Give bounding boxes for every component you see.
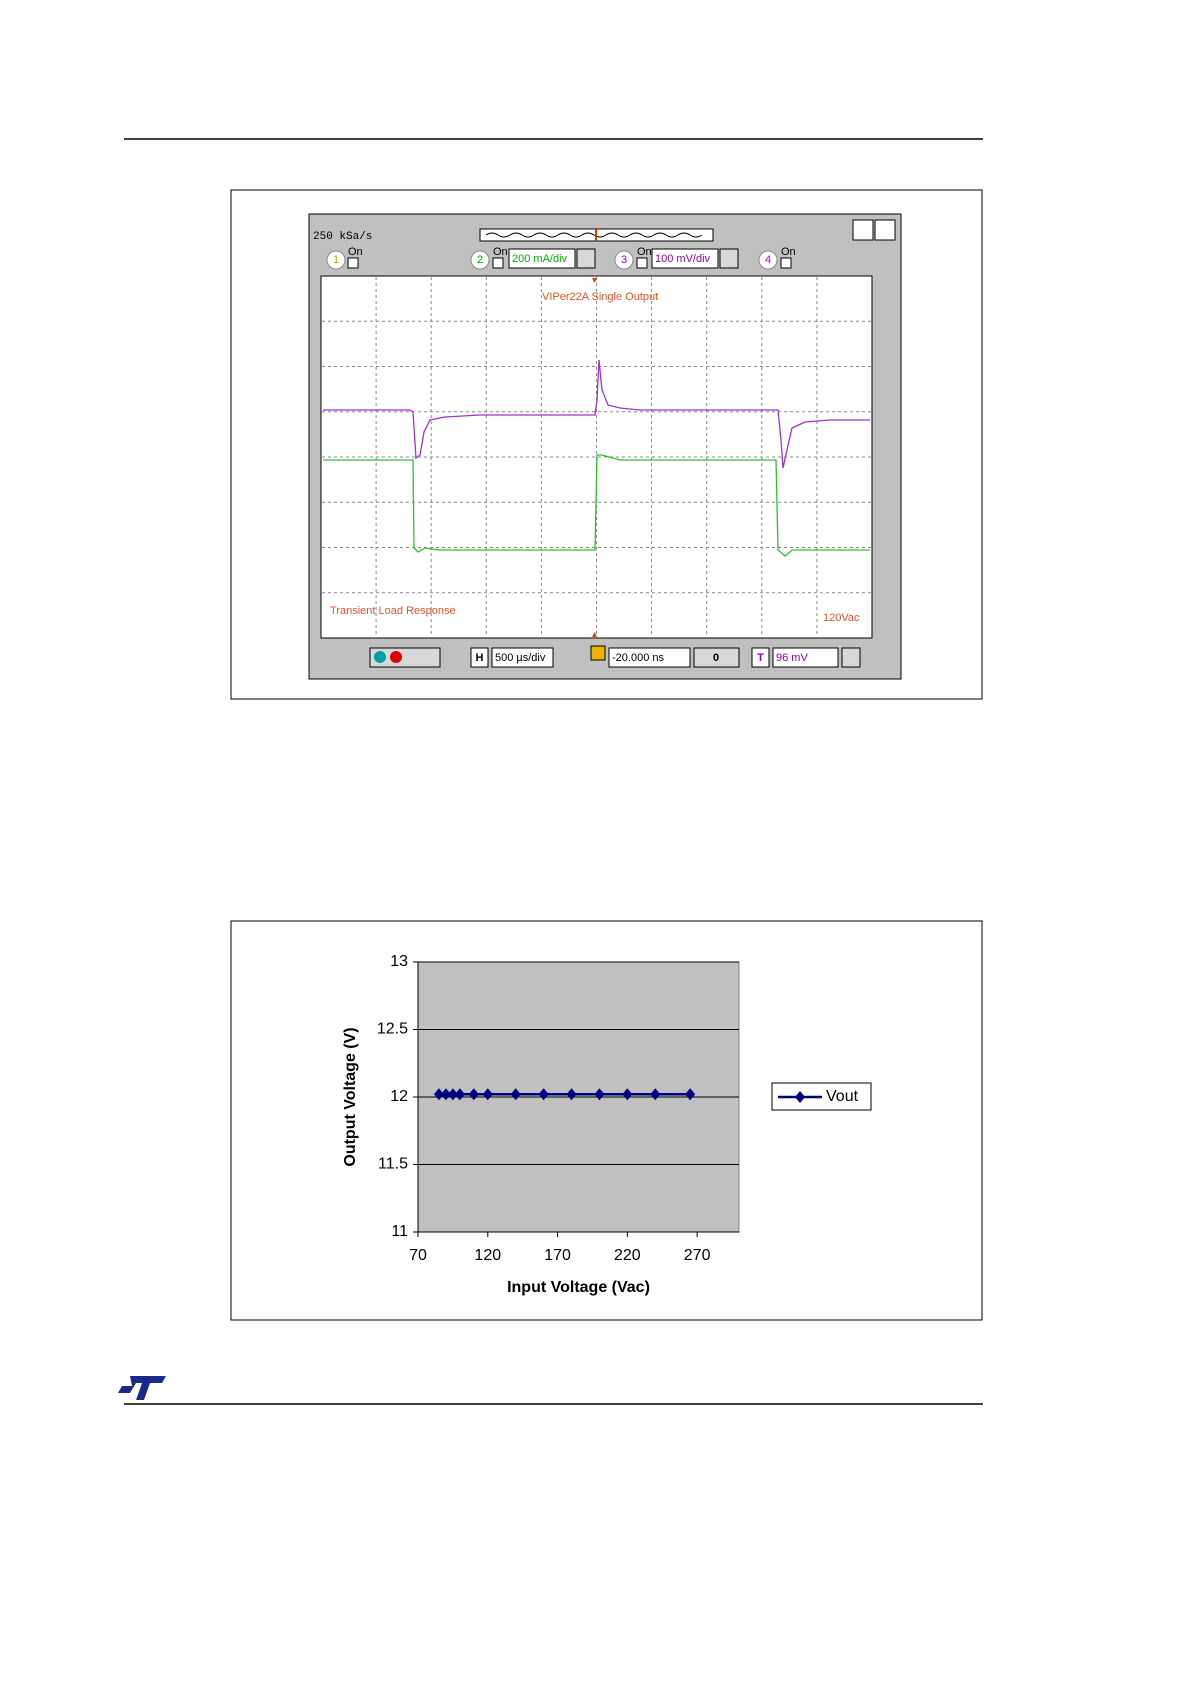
figure-frame [230,189,983,700]
trace-current [323,454,870,557]
coupling-button[interactable] [719,248,739,269]
marker [510,1088,521,1101]
y-tick-label: 13 [390,953,408,970]
channel-number: 2 [477,254,483,266]
channel-number: 3 [621,254,627,266]
coupling-button[interactable] [576,248,596,269]
channel-1-badge [326,250,346,270]
timebase-label: H [476,652,484,664]
marker [454,1088,465,1101]
trigger-level: 96 mV [776,652,808,664]
channel-checkbox[interactable] [780,257,792,269]
channel-row: 1 On 2 On 200 mA/div 3 On 100 mV/div 4 O… [326,246,796,270]
chart: 11 11.5 12 12.5 13 70 120 170 220 270 Input Voltag… [342,953,872,1296]
stop-button[interactable] [390,651,402,663]
pulse-button[interactable] [852,219,874,241]
trigger-spinner[interactable] [841,647,861,668]
scope-input: 120Vac [823,612,860,624]
x-tick-label: 170 [544,1247,571,1264]
channel-number: 4 [765,254,771,266]
channel-3-badge [614,250,634,270]
record-preview [485,232,703,238]
x-tick-label: 270 [684,1247,711,1264]
trigger-button[interactable] [751,647,770,668]
marker [440,1088,451,1101]
timebase: 500 µs/div [495,652,546,664]
hand-button[interactable] [874,219,896,241]
marker [685,1088,696,1101]
x-axis-title: Input Voltage (Vac) [507,1279,650,1296]
channel-checkbox[interactable] [636,257,648,269]
figure-frame [230,920,983,1321]
marker [482,1088,493,1101]
channel-scale: 100 mV/div [655,253,711,265]
y-axis-title: Output Voltage (V) [342,1027,359,1166]
x-tick-label: 220 [614,1247,641,1264]
x-tick-label: 120 [474,1247,501,1264]
scale-box[interactable] [508,248,576,269]
trace-voltage [323,359,870,469]
marker [468,1088,479,1101]
timebase-box[interactable] [491,647,554,668]
channel-2-badge [470,250,490,270]
channel-checkbox[interactable] [492,257,504,269]
channel-scale: 200 mA/div [512,253,568,265]
marker [566,1088,577,1101]
scope-grid [322,277,871,637]
channel-state: On [348,246,363,258]
channel-state: On [637,246,652,258]
run-button[interactable] [374,651,386,663]
channel-checkbox[interactable] [347,257,359,269]
delay-marker [590,645,606,661]
y-tick-label: 12.5 [377,1021,408,1038]
channel-state: On [493,246,508,258]
marker [433,1088,444,1101]
legend-label: Vout [826,1088,859,1105]
marker [622,1088,633,1101]
zero-button[interactable]: 0 [713,652,719,664]
marker [538,1088,549,1101]
acquire-buttons[interactable] [369,647,441,668]
y-tick-label: 11 [391,1223,408,1240]
st-logo [118,1376,166,1400]
delay-box[interactable] [608,647,691,668]
marker [650,1088,661,1101]
scope-caption: Transient Load Response [330,605,456,617]
y-tick-label: 12 [390,1088,408,1105]
y-tick-label: 11.5 [378,1156,408,1173]
channel-state: On [781,246,796,258]
x-tick-label: 70 [409,1247,427,1264]
scale-box[interactable] [651,248,719,269]
scope-title: VIPer22A Single Output [542,291,658,303]
sample-rate: 250 kSa/s [313,231,372,243]
trigger-label: T [757,652,764,664]
marker [447,1088,458,1101]
legend-marker [795,1091,805,1103]
delay-buttons[interactable] [693,647,740,668]
marker [594,1088,605,1101]
timebase-button[interactable] [470,647,489,668]
trigger-box[interactable] [772,647,839,668]
channel-number: 1 [333,254,339,266]
delay: -20.000 ns [612,652,664,664]
channel-4-badge [758,250,778,270]
